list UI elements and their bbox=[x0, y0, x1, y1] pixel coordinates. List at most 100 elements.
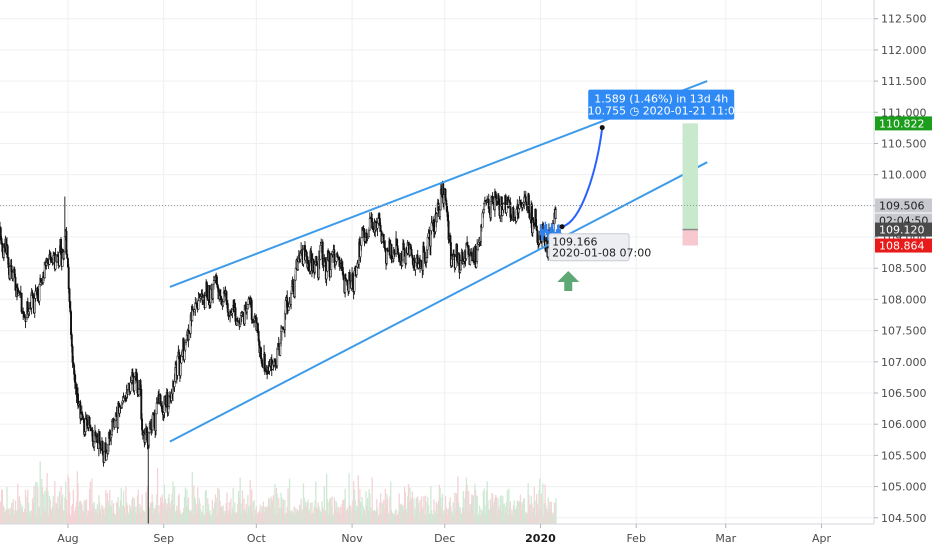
volume-bar bbox=[543, 502, 546, 524]
volume-bar bbox=[192, 514, 194, 524]
volume-bar bbox=[492, 506, 495, 524]
volume-bar bbox=[429, 513, 431, 524]
volume-bar bbox=[322, 507, 324, 524]
volume-bar bbox=[18, 496, 21, 524]
volume-bar bbox=[332, 514, 334, 524]
volume-bar bbox=[194, 499, 197, 524]
volume-bar bbox=[223, 510, 225, 524]
y-tick-label: 106.500 bbox=[881, 387, 927, 400]
y-tick-label: 108.000 bbox=[881, 293, 927, 306]
y-tick-label: 107.000 bbox=[881, 356, 927, 369]
volume-bar bbox=[103, 514, 105, 524]
volume-bar bbox=[466, 484, 468, 524]
volume-bar bbox=[347, 511, 349, 524]
volume-bar bbox=[424, 495, 427, 524]
candle-body bbox=[67, 266, 70, 289]
candlesticks bbox=[0, 180, 563, 524]
volume-bar bbox=[326, 499, 329, 524]
volume-bar bbox=[106, 492, 109, 524]
volume-bar bbox=[38, 506, 41, 524]
volume-bar bbox=[51, 510, 53, 524]
volume-bar bbox=[281, 508, 284, 524]
channel-lower-line bbox=[169, 161, 708, 443]
volume-bar bbox=[48, 515, 50, 524]
volume-bar bbox=[553, 503, 556, 524]
volume-bar bbox=[374, 511, 376, 524]
volume-bar bbox=[275, 487, 278, 524]
volume-bar bbox=[484, 504, 486, 524]
candle-body bbox=[155, 413, 157, 431]
volume-bar bbox=[258, 510, 261, 524]
volume-bar bbox=[179, 510, 181, 524]
volume-bar bbox=[498, 506, 501, 524]
volume-bar bbox=[63, 510, 65, 524]
volume-bar bbox=[522, 498, 525, 524]
volume-bar bbox=[330, 505, 332, 524]
volume-bar bbox=[312, 513, 315, 524]
volume-bar bbox=[21, 505, 24, 524]
volume-bar bbox=[2, 505, 4, 524]
volume-bar bbox=[318, 506, 320, 524]
volume-bar bbox=[96, 504, 98, 524]
volume-bar bbox=[127, 514, 129, 524]
volume-bar bbox=[388, 512, 390, 524]
volume-bar bbox=[281, 497, 283, 524]
volume-bar bbox=[150, 503, 153, 524]
volume-bar bbox=[266, 506, 268, 524]
volume-bar bbox=[498, 509, 500, 524]
y-tick-label: 108.500 bbox=[881, 262, 927, 275]
volume-bar bbox=[209, 510, 211, 524]
volume-bar bbox=[527, 483, 529, 524]
y-tick-label: 112.500 bbox=[881, 13, 927, 26]
volume-bar bbox=[398, 493, 400, 524]
volume-bar bbox=[216, 515, 218, 524]
volume-bar bbox=[363, 510, 366, 524]
volume-bar bbox=[38, 507, 40, 524]
volume-bar bbox=[24, 489, 27, 524]
volume-bar bbox=[414, 508, 417, 524]
volume-bar bbox=[489, 499, 491, 524]
volume-bar bbox=[288, 478, 291, 524]
candle-body bbox=[476, 249, 479, 262]
volume-bar bbox=[423, 496, 425, 524]
volume-bar bbox=[503, 503, 505, 524]
volume-bar bbox=[94, 513, 96, 524]
volume-bar bbox=[522, 504, 524, 524]
volume-bar bbox=[146, 492, 148, 524]
volume-bar bbox=[43, 509, 45, 524]
volume-bar bbox=[336, 512, 339, 524]
volume-bar bbox=[253, 500, 255, 524]
volume-bar bbox=[85, 499, 87, 524]
volume-bar bbox=[403, 510, 405, 524]
volume-bar bbox=[372, 510, 374, 524]
volume-bar bbox=[368, 489, 370, 524]
volume-bar bbox=[262, 501, 264, 524]
volume-bar bbox=[369, 493, 371, 524]
volume-bar bbox=[51, 506, 54, 524]
volume-bar bbox=[545, 504, 547, 524]
volume-bar bbox=[387, 514, 390, 524]
volume-bar bbox=[185, 505, 187, 524]
volume-bar bbox=[77, 483, 79, 524]
volume-bar bbox=[17, 483, 19, 524]
volume-bar bbox=[505, 502, 508, 524]
volume-bar bbox=[114, 513, 116, 524]
volume-bar bbox=[554, 502, 556, 524]
volume-bar bbox=[146, 485, 149, 524]
volume-bar bbox=[384, 488, 386, 524]
volume-bar bbox=[261, 506, 263, 524]
volume-bar bbox=[512, 514, 514, 524]
volume-bar bbox=[532, 512, 534, 524]
volume-bar bbox=[154, 508, 156, 524]
candle-body bbox=[417, 263, 420, 269]
volume-bar bbox=[475, 490, 477, 524]
volume-bar bbox=[75, 501, 78, 524]
volume-bar bbox=[373, 509, 376, 524]
volume-bar bbox=[191, 472, 193, 524]
volume-bar bbox=[219, 501, 221, 524]
volume-bar bbox=[421, 507, 424, 524]
